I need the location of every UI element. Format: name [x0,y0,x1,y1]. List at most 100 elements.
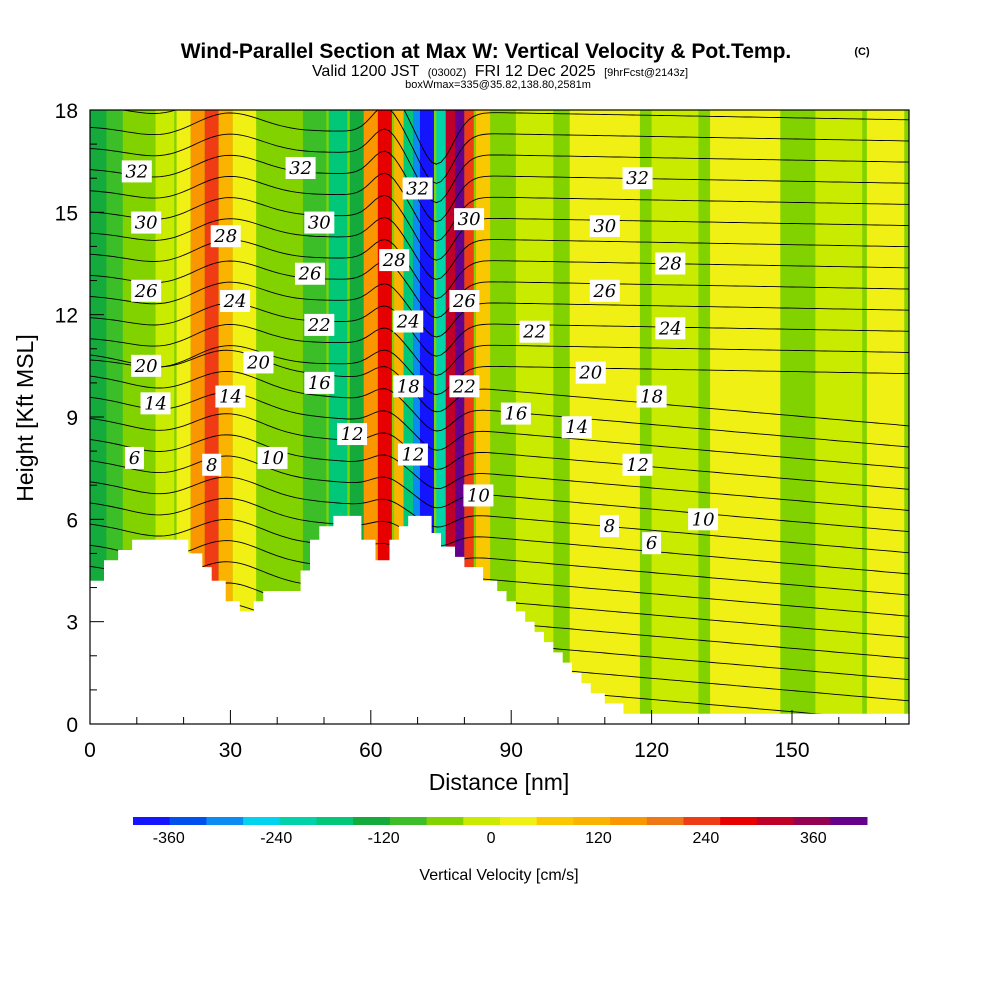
contour-label-27: 22 [522,322,546,343]
isentrope-line-26 [90,110,909,184]
contour-label-box-6 [210,225,241,248]
contour-label-13: 30 [308,213,331,234]
contour-label-39: 6 [646,533,657,554]
colorbar-swatch-16 [720,817,758,825]
colorbar-swatch-15 [683,817,721,825]
w-column-22 [464,110,474,724]
y-tick-label-18: 18 [55,100,78,123]
contour-label-10: 8 [206,455,217,476]
contour-label-box-9 [215,385,246,408]
isentrope-line-19 [90,260,909,319]
chart-subtitle: Valid 1200 JST (0300Z) FRI 12 Dec 2025 [… [312,63,688,80]
contour-label-box-2 [131,279,162,302]
isentrope-line-9 [90,455,909,533]
w-column-15 [394,110,404,724]
contour-label-3: 20 [134,356,158,377]
colorbar-tick-4: 120 [585,830,612,847]
contour-label-4: 14 [144,393,167,414]
colorbar-swatch-8 [426,817,464,825]
contour-label-6: 28 [213,226,237,247]
isentrope-line-13 [90,370,909,448]
subtitle-utc: (0300Z) [428,67,467,79]
y-axis-ticks: 0 3 6 9 12 15 18 [55,100,104,737]
colorbar-swatch-2 [206,817,244,825]
contour-label-21: 18 [397,376,420,397]
contour-label-box-38 [599,515,619,538]
contour-label-box-4 [140,392,171,415]
isentrope-line-16 [90,323,909,376]
colorbar-tick-2: -120 [368,830,400,847]
contour-label-25: 22 [452,376,476,397]
contour-label-box-21 [393,375,424,398]
contour-label-box-3 [131,354,162,377]
contour-label-box-29 [575,361,606,384]
contour-label-box-23 [454,208,485,231]
contour-label-box-11 [257,446,288,469]
colorbar-swatch-1 [169,817,207,825]
y-tick-label-6: 6 [66,509,78,532]
contour-label-31: 26 [592,281,616,302]
isentrope-line-10 [90,434,909,511]
isentrope-line-21 [90,216,909,280]
y-tick-label-12: 12 [55,305,78,328]
colorbar-swatch-9 [463,817,501,825]
contour-label-box-33 [622,167,653,190]
y-tick-label-0: 0 [66,714,78,737]
w-column-19 [436,110,446,724]
y-tick-label-9: 9 [66,407,78,430]
colorbar-tick-0: -360 [153,830,185,847]
x-tick-label-90: 90 [500,739,523,762]
contour-label-18: 32 [406,178,429,199]
chart-subtitle-box: boxWmax=335@35.82,138.80,2581m [405,79,591,91]
contour-label-16: 16 [308,373,331,394]
title-block: Wind-Parallel Section at Max W: Vertical… [181,40,870,91]
contour-label-17: 12 [341,424,364,445]
subtitle-fcst: [9hrFcst@2143z] [604,67,688,79]
contour-label-box-36 [636,385,667,408]
colorbar-label: Vertical Velocity [cm/s] [419,867,578,884]
isentrope-line-24 [90,150,909,223]
contour-label-box-32 [589,214,620,237]
contour-label-box-7 [220,290,251,313]
x-tick-label-120: 120 [634,739,669,762]
contour-label-37: 12 [626,455,649,476]
isentrope-line-25 [90,128,909,204]
colorbar-swatch-17 [756,817,795,825]
isentrope-line-14 [90,349,909,427]
contour-label-box-20 [393,310,424,333]
colorbar-swatch-12 [573,817,611,825]
y-axis-title: Height [Kft MSL] [12,334,38,501]
copyright-mark: (C) [854,46,870,58]
contour-label-box-13 [304,211,335,234]
contour-label-box-25 [449,375,480,398]
contour-label-5: 6 [129,448,140,469]
contour-label-15: 22 [307,315,331,336]
contour-label-box-18 [402,177,433,200]
contour-label-38: 8 [604,516,615,537]
contour-label-14: 26 [298,264,322,285]
w-column-16 [403,110,413,724]
contour-label-35: 24 [658,318,682,339]
contour-label-box-1 [131,211,162,234]
isentrope-line-11 [90,413,909,490]
contour-label-8: 20 [246,352,270,373]
isentrope-line-22 [90,194,909,261]
colorbar-swatch-19 [830,817,868,825]
contour-label-30: 14 [565,417,588,438]
colorbar-swatch-4 [279,817,317,825]
contour-label-box-34 [655,252,686,275]
colorbar-swatch-11 [536,817,574,825]
isentrope-line-6 [90,518,909,596]
contour-label-box-26 [463,484,494,507]
subtitle-valid: Valid 1200 JST [312,63,420,80]
w-column-20 [445,110,456,724]
contour-label-2: 26 [134,281,158,302]
contour-label-28: 16 [504,404,527,425]
contour-label-26: 10 [467,485,490,506]
colorbar-swatch-18 [793,817,831,825]
isentrope-line-8 [90,476,909,554]
contour-label-box-37 [622,453,653,476]
colorbar-tick-6: 360 [800,830,827,847]
